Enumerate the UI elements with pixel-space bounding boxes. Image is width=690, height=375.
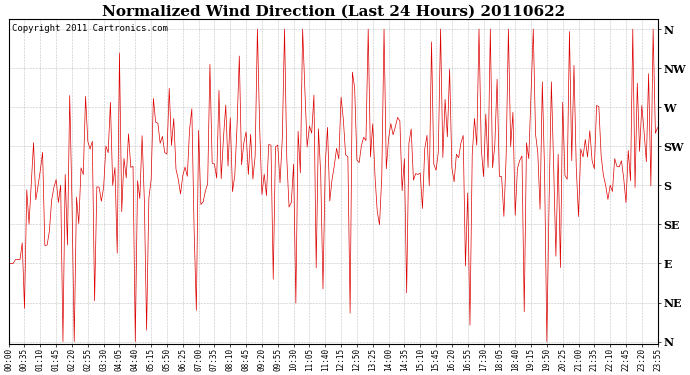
Text: Copyright 2011 Cartronics.com: Copyright 2011 Cartronics.com xyxy=(12,24,168,33)
Title: Normalized Wind Direction (Last 24 Hours) 20110622: Normalized Wind Direction (Last 24 Hours… xyxy=(101,4,564,18)
